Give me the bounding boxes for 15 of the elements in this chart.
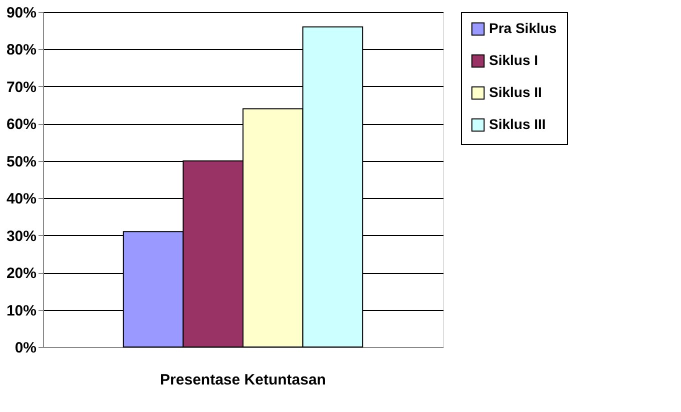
y-tick-label: 60% xyxy=(6,116,36,134)
y-tick-label: 80% xyxy=(6,42,36,59)
legend-label: Siklus II xyxy=(489,84,542,100)
x-tick-label: Presentase Ketuntasan xyxy=(160,372,326,388)
y-tick-label: 20% xyxy=(6,265,36,282)
y-tick-label: 10% xyxy=(6,302,36,320)
y-tick-label: 30% xyxy=(6,228,36,245)
legend-label: Siklus I xyxy=(489,52,538,68)
legend-label: Siklus III xyxy=(489,116,546,132)
y-tick-label: 70% xyxy=(6,78,36,96)
y-tick-label: 40% xyxy=(6,190,36,208)
y-tick-label: 0% xyxy=(14,340,36,356)
legend-label: Pra Siklus xyxy=(489,20,557,36)
y-tick-label: 50% xyxy=(6,153,36,170)
y-tick-label: 90% xyxy=(6,4,36,22)
